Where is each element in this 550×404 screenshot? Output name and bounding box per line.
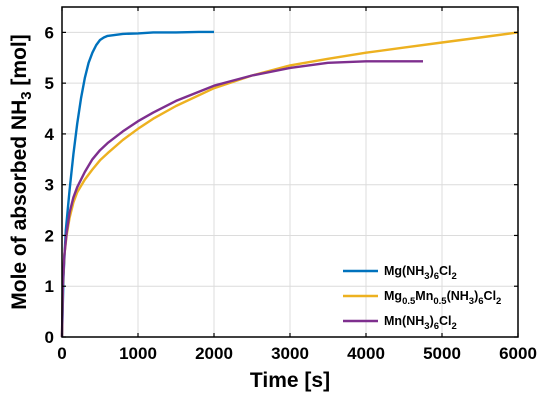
grid [62, 7, 518, 337]
legend-label-part: 3 [469, 296, 474, 307]
legend-label-part: Cl [439, 314, 452, 328]
x-tick-label: 0 [57, 344, 66, 363]
legend-label-part: (NH [447, 289, 469, 303]
legend-label-part: 6 [434, 271, 439, 282]
x-tick-label: 3000 [271, 344, 309, 363]
legend-label-part: Mn [415, 289, 433, 303]
x-tick-label: 2000 [195, 344, 233, 363]
legend-label-part: Cl [439, 264, 452, 278]
legend-label-part: Mn(NH [384, 314, 424, 328]
y-tick-label: 4 [45, 125, 55, 144]
legend-label-part: Mg(NH [384, 264, 424, 278]
series-line [60, 30, 214, 338]
x-tick-label: 1000 [119, 344, 157, 363]
legend-label-part: ) [430, 264, 434, 278]
legend-label-part: Cl [484, 289, 497, 303]
legend-label: Mg0.5Mn0.5(NH3)6Cl2 [384, 289, 501, 307]
y-axis-title-subscript: 3 [18, 91, 35, 99]
y-axis-title-main: Mole of absorbed NH [8, 100, 31, 310]
axis-ticks: 0 1000 2000 3000 4000 5000 6000 0 1 2 3 4 5 6 [45, 7, 537, 363]
legend-label-part: 0.5 [402, 296, 416, 307]
legend-label-part: 6 [434, 321, 439, 332]
y-tick-label: 5 [45, 74, 54, 93]
legend-label-part: 2 [452, 271, 457, 282]
legend-label-part: 2 [452, 321, 457, 332]
y-tick-label: 0 [45, 328, 54, 347]
legend-label-part: 6 [478, 296, 483, 307]
y-axis-title-tail: [mol] [8, 34, 31, 91]
legend-label-part: ) [474, 289, 478, 303]
legend-label-part: 2 [496, 296, 501, 307]
x-tick-label: 5000 [423, 344, 461, 363]
x-axis-title: Time [s] [250, 369, 330, 392]
y-tick-label: 2 [45, 226, 54, 245]
y-tick-label: 1 [45, 277, 54, 296]
series-line [60, 60, 423, 338]
x-tick-label: 6000 [499, 344, 537, 363]
legend-label-part: 0.5 [433, 296, 447, 307]
legend-label: Mn(NH3)6Cl2 [384, 314, 457, 332]
x-tick-label: 4000 [347, 344, 385, 363]
legend-label-part: 3 [424, 271, 429, 282]
y-tick-label: 6 [45, 23, 54, 42]
legend: Mg(NH3)6Cl2Mg0.5Mn0.5(NH3)6Cl2Mn(NH3)6Cl… [343, 264, 501, 332]
y-tick-label: 3 [45, 176, 54, 195]
legend-label-part: 3 [424, 321, 429, 332]
legend-label-part: Mg [384, 289, 402, 303]
series-lines [60, 30, 519, 338]
y-axis-title: Mole of absorbed NH3 [mol] [8, 34, 35, 310]
legend-label: Mg(NH3)6Cl2 [384, 264, 457, 282]
legend-label-part: ) [430, 314, 434, 328]
